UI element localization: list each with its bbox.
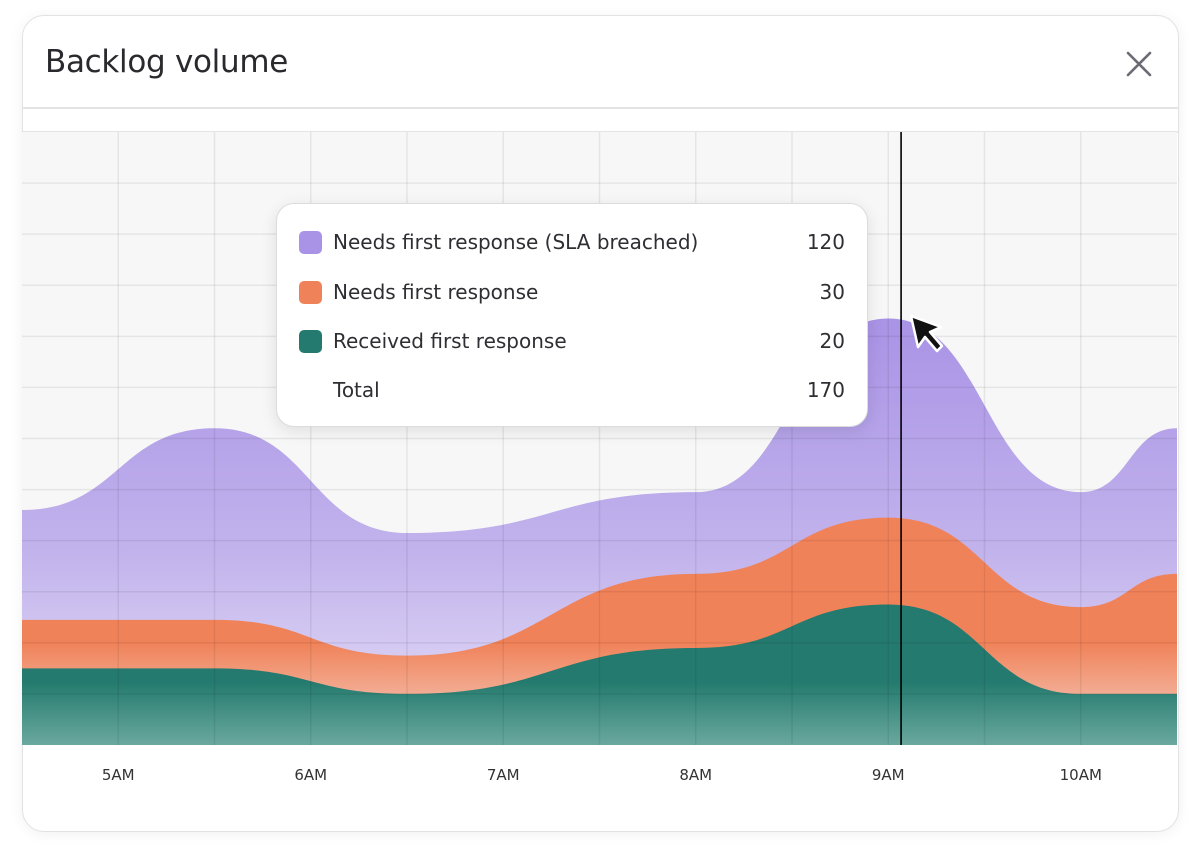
- legend-swatch: [299, 329, 322, 353]
- x-tick-label: 7AM: [486, 766, 520, 784]
- tooltip-label: Received first response: [333, 329, 567, 353]
- tooltip-row: Needs first response (SLA breached) 120: [299, 227, 845, 257]
- x-tick-label: 9AM: [871, 766, 905, 784]
- x-tick-label: 6AM: [294, 766, 328, 784]
- tooltip-total-row: Total 170: [299, 375, 845, 405]
- tooltip-label: Needs first response: [333, 280, 539, 304]
- tooltip-value: 30: [819, 280, 845, 304]
- x-tick-label: 10AM: [1059, 766, 1102, 784]
- tooltip-value: 20: [819, 329, 845, 353]
- header-divider: [23, 107, 1178, 109]
- x-tick-label: 8AM: [679, 766, 713, 784]
- legend-swatch: [299, 280, 322, 304]
- tooltip-total-label: Total: [333, 378, 380, 402]
- tooltip-value: 120: [806, 230, 845, 254]
- close-button[interactable]: [1123, 48, 1155, 80]
- tooltip-label: Needs first response (SLA breached): [333, 230, 699, 254]
- chart-tooltip: Needs first response (SLA breached) 120 …: [276, 203, 868, 427]
- x-tick-label: 5AM: [101, 766, 135, 784]
- legend-swatch: [299, 230, 322, 254]
- tooltip-total-value: 170: [806, 378, 845, 402]
- close-icon: [1126, 51, 1152, 77]
- area-received-first-response: [22, 604, 1177, 745]
- mouse-cursor-icon: [909, 314, 944, 353]
- card-title: Backlog volume: [45, 44, 289, 80]
- tooltip-row: Needs first response 30: [299, 277, 845, 307]
- tooltip-row: Received first response 20: [299, 326, 845, 356]
